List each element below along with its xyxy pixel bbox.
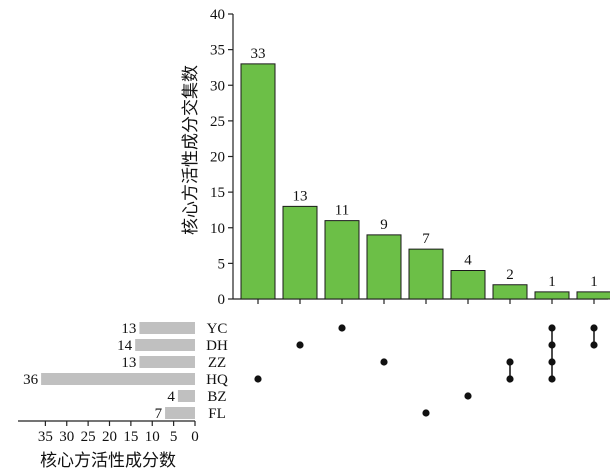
matrix-dot (506, 358, 514, 366)
set-name-label: DH (206, 338, 228, 354)
set-axis-tick-label: 25 (81, 429, 96, 445)
matrix-dot (296, 341, 304, 349)
y-tick-label: 0 (218, 292, 226, 308)
set-size-bar (177, 390, 195, 402)
intersection-bar (408, 248, 444, 300)
matrix-dot (422, 409, 430, 417)
matrix-dot (254, 375, 262, 383)
set-size-bar (139, 322, 195, 334)
set-size-bar (139, 356, 195, 368)
set-size-bar (165, 407, 195, 419)
y-tick-label: 25 (210, 114, 225, 130)
set-size-label: 14 (117, 338, 133, 354)
y-tick-label: 5 (218, 256, 226, 272)
bar-value-label: 7 (422, 231, 430, 247)
intersection-bar (324, 220, 360, 300)
set-axis-tick-label: 30 (59, 429, 74, 445)
y-tick-label: 15 (210, 185, 225, 201)
set-axis-label: 核心方活性成分数 (40, 451, 176, 470)
set-size-label: 36 (23, 372, 39, 388)
bar-value-label: 1 (590, 274, 598, 290)
set-axis-tick-label: 0 (191, 429, 199, 445)
set-size-bar (41, 373, 195, 385)
intersection-bar (282, 205, 318, 300)
intersection-bar (450, 270, 486, 300)
y-tick-label: 40 (210, 7, 225, 23)
set-axis-tick-label: 35 (38, 429, 53, 445)
bar-value-label: 1 (548, 274, 556, 290)
set-axis-tick-label: 5 (170, 429, 178, 445)
y-tick-label: 10 (210, 221, 225, 237)
bar-value-label: 9 (380, 217, 388, 233)
matrix-dot (548, 341, 556, 349)
y-axis-label: 核心方活性成分交集数 (181, 65, 200, 235)
set-axis-tick-label: 10 (145, 429, 160, 445)
y-tick-label: 20 (210, 150, 225, 166)
matrix-dot (338, 324, 346, 332)
intersection-bar (576, 291, 610, 300)
set-size-bar (135, 339, 195, 351)
set-axis-tick-label: 15 (123, 429, 138, 445)
bar-value-label: 33 (251, 46, 266, 62)
set-axis-tick-label: 20 (102, 429, 117, 445)
intersection-bar (240, 63, 276, 300)
set-name-label: YC (207, 321, 228, 337)
bar-value-label: 4 (464, 253, 472, 269)
intersection-bar (366, 234, 402, 300)
set-name-label: ZZ (208, 355, 226, 371)
intersection-bar (534, 291, 570, 300)
matrix-dot (590, 341, 598, 349)
matrix-dot (590, 324, 598, 332)
intersection-bar (492, 284, 528, 300)
set-size-label: 4 (167, 389, 175, 405)
matrix-dot (548, 358, 556, 366)
matrix-dot (506, 375, 514, 383)
matrix-dot (548, 375, 556, 383)
set-size-label: 7 (155, 406, 163, 422)
matrix-dot (548, 324, 556, 332)
bar-value-label: 13 (293, 188, 308, 204)
bar-value-label: 2 (506, 267, 514, 283)
set-name-label: BZ (207, 389, 226, 405)
matrix-dot (380, 358, 388, 366)
bar-value-label: 11 (335, 203, 349, 219)
set-size-label: 13 (121, 321, 136, 337)
set-size-label: 13 (121, 355, 136, 371)
set-name-label: FL (208, 406, 226, 422)
y-tick-label: 30 (210, 78, 225, 94)
y-tick-label: 35 (210, 43, 225, 59)
set-name-label: HQ (206, 372, 228, 388)
matrix-dot (464, 392, 472, 400)
